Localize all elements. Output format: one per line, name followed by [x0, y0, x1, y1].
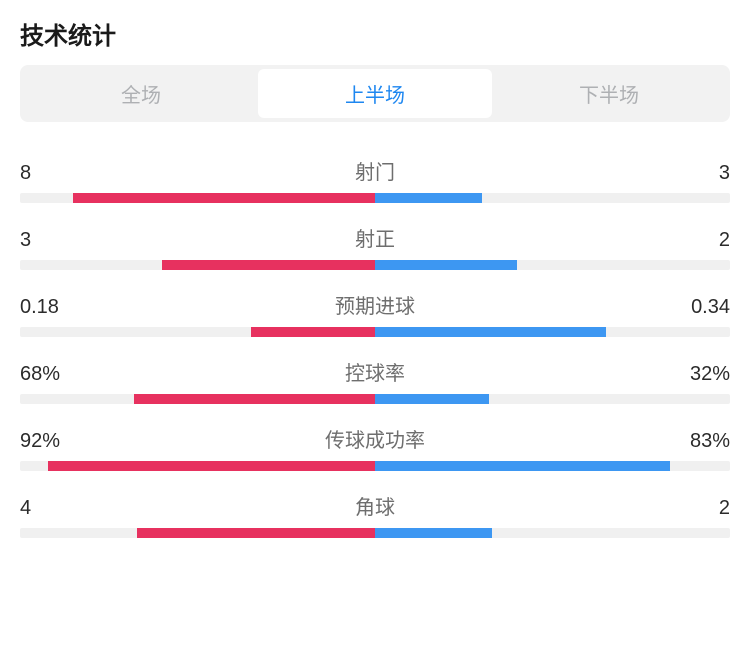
bar-right-fill: [375, 193, 482, 203]
stat-head: 0.18 预期进球 0.34: [20, 290, 730, 319]
stat-label: 射门: [80, 156, 670, 185]
bar-right-fill: [375, 394, 489, 404]
bar-left-track: [20, 528, 375, 538]
stat-head: 68% 控球率 32%: [20, 357, 730, 386]
stat-label: 传球成功率: [80, 424, 670, 453]
stat-left-value: 0.18: [20, 296, 80, 319]
stat-head: 92% 传球成功率 83%: [20, 424, 730, 453]
stat-left-value: 8: [20, 162, 80, 185]
bar-right-track: [375, 193, 730, 203]
stat-right-value: 2: [670, 229, 730, 252]
bar-right-track: [375, 461, 730, 471]
bar-left-track: [20, 260, 375, 270]
tab-full[interactable]: 全场: [24, 69, 258, 118]
stat-label: 角球: [80, 491, 670, 520]
stat-label: 预期进球: [80, 290, 670, 319]
tab-second-half[interactable]: 下半场: [492, 69, 726, 118]
bar-left-fill: [251, 327, 375, 337]
stat-bar: [20, 327, 730, 337]
bar-right-fill: [375, 260, 517, 270]
bar-left-fill: [137, 528, 375, 538]
stat-row: 4 角球 2: [20, 491, 730, 538]
stat-right-value: 32%: [670, 363, 730, 386]
stat-right-value: 3: [670, 162, 730, 185]
stat-left-value: 3: [20, 229, 80, 252]
bar-left-track: [20, 193, 375, 203]
bar-right-fill: [375, 528, 492, 538]
tab-label: 上半场: [345, 85, 405, 107]
stat-bar: [20, 528, 730, 538]
stat-right-value: 0.34: [670, 296, 730, 319]
stats-list: 8 射门 3 3 射正 2 0.18 预期进球: [0, 130, 750, 538]
bar-left-fill: [48, 461, 375, 471]
bar-left-fill: [162, 260, 375, 270]
stat-right-value: 2: [670, 497, 730, 520]
bar-left-track: [20, 461, 375, 471]
bar-right-track: [375, 260, 730, 270]
stat-row: 92% 传球成功率 83%: [20, 424, 730, 471]
bar-right-fill: [375, 461, 670, 471]
bar-left-fill: [73, 193, 375, 203]
stat-row: 0.18 预期进球 0.34: [20, 290, 730, 337]
stat-row: 68% 控球率 32%: [20, 357, 730, 404]
stat-head: 3 射正 2: [20, 223, 730, 252]
bar-left-track: [20, 327, 375, 337]
bar-left-fill: [134, 394, 375, 404]
stat-bar: [20, 461, 730, 471]
stat-bar: [20, 260, 730, 270]
bar-right-track: [375, 327, 730, 337]
bar-left-track: [20, 394, 375, 404]
stat-bar: [20, 193, 730, 203]
stat-left-value: 4: [20, 497, 80, 520]
stat-row: 8 射门 3: [20, 156, 730, 203]
page-title: 技术统计: [0, 0, 750, 65]
bar-right-fill: [375, 327, 606, 337]
stat-label: 射正: [80, 223, 670, 252]
stat-bar: [20, 394, 730, 404]
tab-first-half[interactable]: 上半场: [258, 69, 492, 118]
tab-label: 全场: [121, 85, 161, 107]
stat-head: 8 射门 3: [20, 156, 730, 185]
stat-right-value: 83%: [670, 430, 730, 453]
stat-left-value: 68%: [20, 363, 80, 386]
stats-panel: 技术统计 全场 上半场 下半场 8 射门 3 3 射正: [0, 0, 750, 538]
bar-right-track: [375, 394, 730, 404]
stat-head: 4 角球 2: [20, 491, 730, 520]
period-tabs: 全场 上半场 下半场: [20, 65, 730, 122]
tab-label: 下半场: [579, 85, 639, 107]
stat-row: 3 射正 2: [20, 223, 730, 270]
stat-label: 控球率: [80, 357, 670, 386]
bar-right-track: [375, 528, 730, 538]
stat-left-value: 92%: [20, 430, 80, 453]
